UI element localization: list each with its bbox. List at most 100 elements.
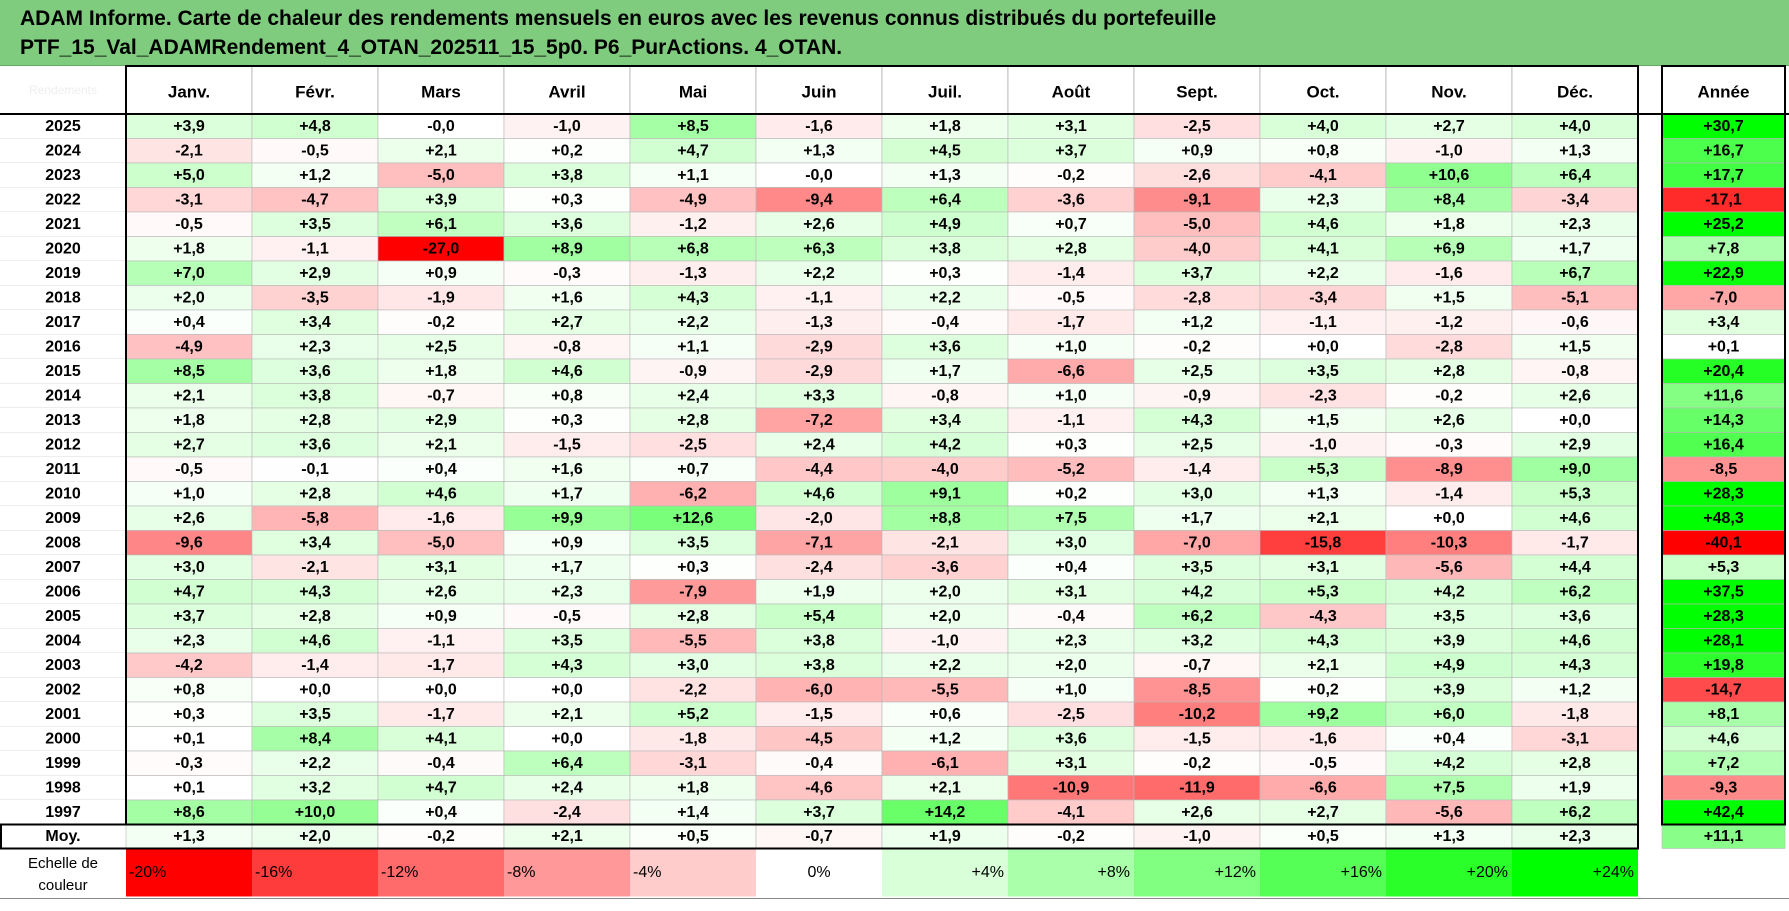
heatmap-value: +1,8: [173, 240, 205, 257]
heatmap-value: -5,2: [1057, 461, 1085, 478]
heatmap-cell: [377, 113, 505, 139]
heatmap-cell: [377, 775, 505, 801]
heatmap-cell: [755, 138, 883, 164]
heatmap-value: -1,1: [1057, 412, 1085, 429]
month-header-label: Nov.: [1431, 83, 1467, 102]
heatmap-cell: [251, 750, 379, 776]
annual-cell: [1661, 432, 1786, 458]
heatmap-value: -0,5: [1309, 755, 1337, 772]
heatmap-value: +1,5: [1307, 412, 1339, 429]
heatmap-cell: [1007, 432, 1135, 458]
heatmap-value: -0,8: [931, 387, 959, 404]
heatmap-cell: [251, 260, 379, 286]
heatmap-value: +1,8: [173, 412, 205, 429]
heatmap-cell: [881, 701, 1009, 727]
heatmap-cell: [1385, 554, 1513, 580]
heatmap-cell: [1511, 334, 1639, 360]
average-cell: [881, 824, 1009, 849]
heatmap-cell: [125, 750, 253, 776]
heatmap-value: +3,1: [1055, 118, 1087, 135]
heatmap-value: -5,0: [427, 167, 455, 184]
heatmap-cell: [251, 236, 379, 262]
heatmap-value: -0,4: [805, 755, 833, 772]
heatmap-cell: [881, 481, 1009, 507]
heatmap-cell: [251, 456, 379, 482]
annual-value: +8,1: [1708, 706, 1740, 723]
annual-cell: [1661, 407, 1786, 433]
heatmap-value: +3,8: [299, 387, 331, 404]
heatmap-value: +2,4: [677, 387, 709, 404]
heatmap-value: +6,1: [425, 216, 457, 233]
heatmap-cell: [251, 799, 379, 825]
heatmap-cell: [503, 799, 631, 825]
heatmap-value: -5,1: [1561, 289, 1589, 306]
heatmap-value: -2,9: [805, 338, 833, 355]
year-label-cell: [0, 481, 126, 506]
heatmap-cell: [881, 187, 1009, 213]
heatmap-value: +2,8: [299, 485, 331, 502]
heatmap-value: -1,8: [679, 730, 707, 747]
heatmap-cell: [503, 775, 631, 801]
heatmap-value: +3,9: [1433, 681, 1465, 698]
heatmap-value: -10,3: [1431, 534, 1468, 551]
heatmap-cell: [377, 799, 505, 825]
heatmap-cell: [1511, 162, 1639, 188]
year-label: 2008: [45, 534, 81, 551]
heatmap-value: -5,0: [1183, 216, 1211, 233]
heatmap-value: +4,6: [299, 632, 331, 649]
heatmap-value: +2,3: [1559, 216, 1591, 233]
annual-cell: [1661, 750, 1786, 776]
heatmap-value: +0,8: [1307, 142, 1339, 159]
year-label: 2013: [45, 412, 81, 429]
heatmap-value: -2,5: [1057, 706, 1085, 723]
color-scale-swatch: [1134, 848, 1260, 897]
year-label-cell: [0, 212, 126, 237]
heatmap-cell: [125, 652, 253, 678]
year-label: 2009: [45, 510, 81, 527]
heatmap-value: -0,8: [553, 338, 581, 355]
heatmap-value: +2,6: [1433, 412, 1465, 429]
heatmap-cell: [1007, 701, 1135, 727]
heatmap-value: +3,7: [1055, 142, 1087, 159]
heatmap-cell: [1007, 775, 1135, 801]
heatmap-value: +3,5: [677, 534, 709, 551]
year-label-cell: [0, 579, 126, 604]
heatmap-cell: [1259, 799, 1387, 825]
heatmap-cell: [503, 162, 631, 188]
heatmap-value: -1,0: [553, 118, 581, 135]
heatmap-value: +4,7: [677, 142, 709, 159]
heatmap-cell: [1007, 211, 1135, 237]
heatmap-value: -0,3: [175, 755, 203, 772]
heatmap-value: -4,0: [931, 461, 959, 478]
heatmap-value: -11,9: [1179, 779, 1215, 796]
heatmap-cell: [1385, 334, 1513, 360]
heatmap-value: -10,9: [1053, 779, 1090, 796]
month-header-label: Avril: [548, 83, 585, 102]
heatmap-cell: [377, 432, 505, 458]
heatmap-cell: [503, 236, 631, 262]
heatmap-value: -4,9: [175, 338, 203, 355]
heatmap-cell: [1385, 285, 1513, 311]
heatmap-cell: [629, 113, 757, 139]
heatmap-value: +1,3: [929, 167, 961, 184]
annual-value: +42,4: [1703, 804, 1744, 821]
heatmap-value: +3,7: [1181, 265, 1213, 282]
heatmap-cell: [503, 383, 631, 409]
annual-value: +19,8: [1703, 657, 1744, 674]
month-header-label: Sept.: [1176, 83, 1218, 102]
heatmap-value: +3,7: [803, 804, 835, 821]
heatmap-value: +2,5: [425, 338, 457, 355]
heatmap-cell: [755, 236, 883, 262]
heatmap-value: +2,1: [1307, 657, 1339, 674]
heatmap-cell: [1511, 456, 1639, 482]
heatmap-value: +1,4: [677, 804, 709, 821]
heatmap-cell: [755, 456, 883, 482]
average-annual-cell: [1661, 824, 1786, 849]
heatmap-value: -5,5: [931, 681, 959, 698]
heatmap-cell: [1385, 407, 1513, 433]
heatmap-value: -0,5: [175, 461, 203, 478]
heatmap-cell: [881, 628, 1009, 654]
heatmap-value: -1,5: [1183, 730, 1211, 747]
heatmap-value: -9,6: [175, 534, 203, 551]
heatmap-value: +8,8: [929, 510, 961, 527]
